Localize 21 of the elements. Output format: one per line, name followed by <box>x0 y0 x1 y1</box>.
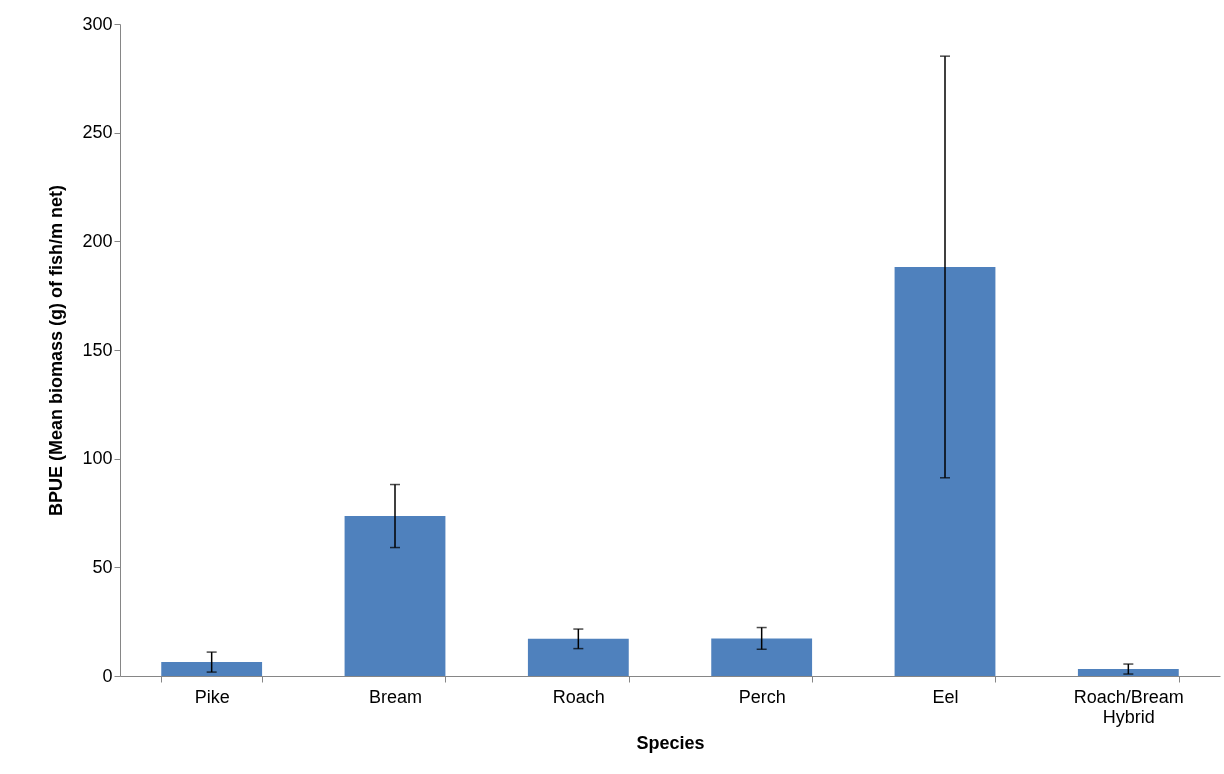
bar <box>894 266 996 676</box>
y-tick-label: 0 <box>102 665 113 686</box>
x-axis-title: Species <box>636 732 705 753</box>
y-tick-label: 250 <box>82 122 113 143</box>
y-axis-title: BPUE (Mean biomass (g) of fish/m net) <box>46 184 67 517</box>
y-tick-label: 150 <box>82 339 113 360</box>
y-tick-label: 200 <box>82 230 113 251</box>
x-tick-label: Bream <box>368 686 423 707</box>
y-tick-label: 100 <box>82 448 113 469</box>
bar <box>1077 669 1179 676</box>
bar <box>711 638 813 676</box>
bar <box>527 638 629 676</box>
y-tick-label: 300 <box>82 13 113 34</box>
x-tick-label: Pike <box>194 686 230 707</box>
bar <box>344 516 446 676</box>
bar <box>161 662 263 676</box>
x-tick-label: Roach <box>552 686 605 707</box>
x-tick-label: Roach/Bream Hybrid <box>1073 686 1184 727</box>
x-tick-label: Perch <box>738 686 786 707</box>
x-tick-label: Eel <box>932 686 959 707</box>
y-tick-label: 50 <box>92 556 113 577</box>
